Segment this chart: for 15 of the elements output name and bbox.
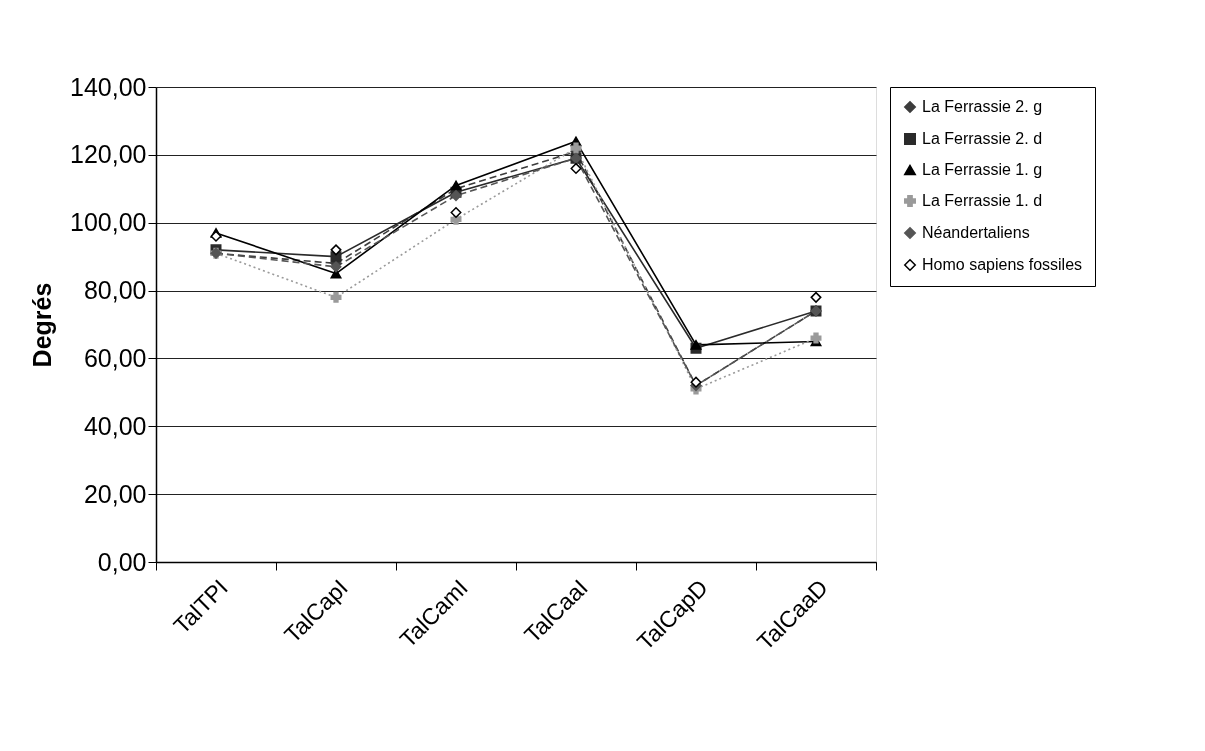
legend-label: Néandertaliens [922,224,1030,241]
y-axis-title: Degrés [28,282,57,368]
y-tick-label: 120,00 [70,140,147,169]
y-tick-label: 20,00 [83,479,147,508]
legend-label: La Ferrassie 1. g [922,161,1043,178]
legend-label: La Ferrassie 2. g [922,98,1043,115]
y-tick-label: 0,00 [97,547,147,576]
y-tick-label: 100,00 [70,208,147,237]
y-tick-label: 40,00 [83,411,147,440]
legend-label: La Ferrassie 2. d [922,130,1043,147]
legend-label: Homo sapiens fossiles [922,256,1083,273]
y-tick-label: 140,00 [70,72,147,101]
legend-label: La Ferrassie 1. d [922,192,1043,209]
y-tick-label: 60,00 [83,343,147,372]
y-tick-label: 80,00 [83,276,147,305]
